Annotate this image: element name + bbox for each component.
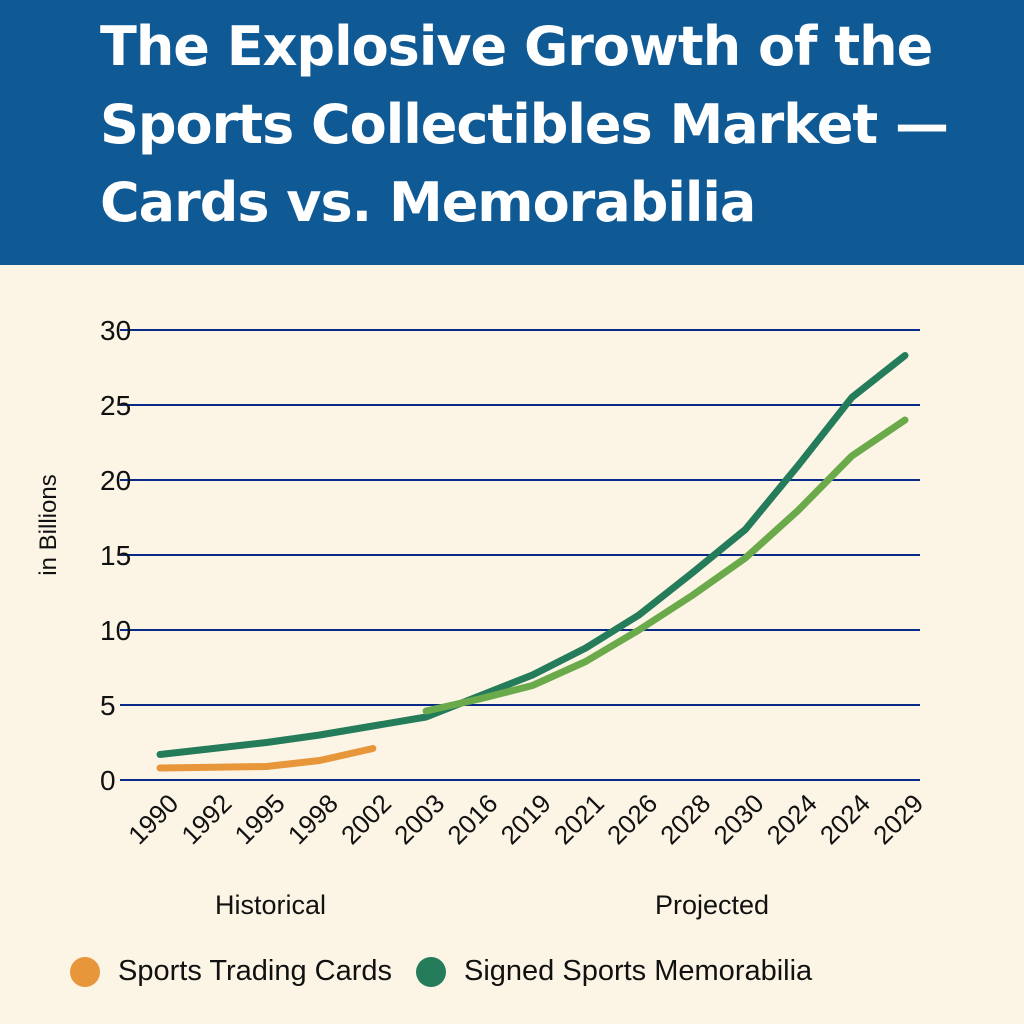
series-line-2	[422, 416, 909, 715]
legend-swatch-memorabilia	[416, 956, 447, 987]
x-tick-label: 2029	[867, 788, 929, 850]
x-tick-label: 2028	[654, 788, 716, 850]
legend-label-cards: Sports Trading Cards	[118, 955, 393, 987]
x-tick-label: 2021	[548, 788, 610, 850]
x-tick-label: 2003	[388, 788, 450, 850]
y-axis-label: in Billions	[35, 474, 62, 575]
y-tick-label: 0	[100, 765, 116, 796]
legend-swatch-cards	[70, 956, 100, 987]
x-tick-label: 2030	[707, 788, 769, 850]
chart-title: The Explosive Growth of the Sports Colle…	[100, 15, 949, 234]
x-tick-label: 1995	[229, 788, 291, 850]
x-tick-label: 1998	[282, 788, 344, 850]
header-banner: The Explosive Growth of the Sports Colle…	[0, 0, 1024, 265]
y-tick-label: 5	[100, 690, 116, 721]
y-tick-label: 20	[100, 465, 131, 496]
x-tick-label: 2024	[814, 788, 876, 850]
x-tick-label: 1992	[175, 788, 237, 850]
y-tick-label: 30	[100, 315, 131, 346]
x-tick-label: 2002	[335, 788, 397, 850]
y-tick-label: 25	[100, 390, 131, 421]
legend: Sports Trading Cards Signed Sports Memor…	[70, 955, 812, 988]
y-tick-label: 15	[100, 540, 131, 571]
x-tick-label: 1990	[122, 788, 184, 850]
annotation-historical: Historical	[215, 890, 327, 920]
x-tick-label: 2016	[441, 788, 503, 850]
x-tick-label: 2024	[761, 788, 823, 850]
y-tick-label: 10	[100, 615, 131, 646]
legend-label-memorabilia: Signed Sports Memorabilia	[464, 955, 813, 987]
x-tick-label: 2019	[495, 788, 557, 850]
x-tick-label: 2026	[601, 788, 663, 850]
annotation-projected: Projected	[655, 890, 770, 920]
